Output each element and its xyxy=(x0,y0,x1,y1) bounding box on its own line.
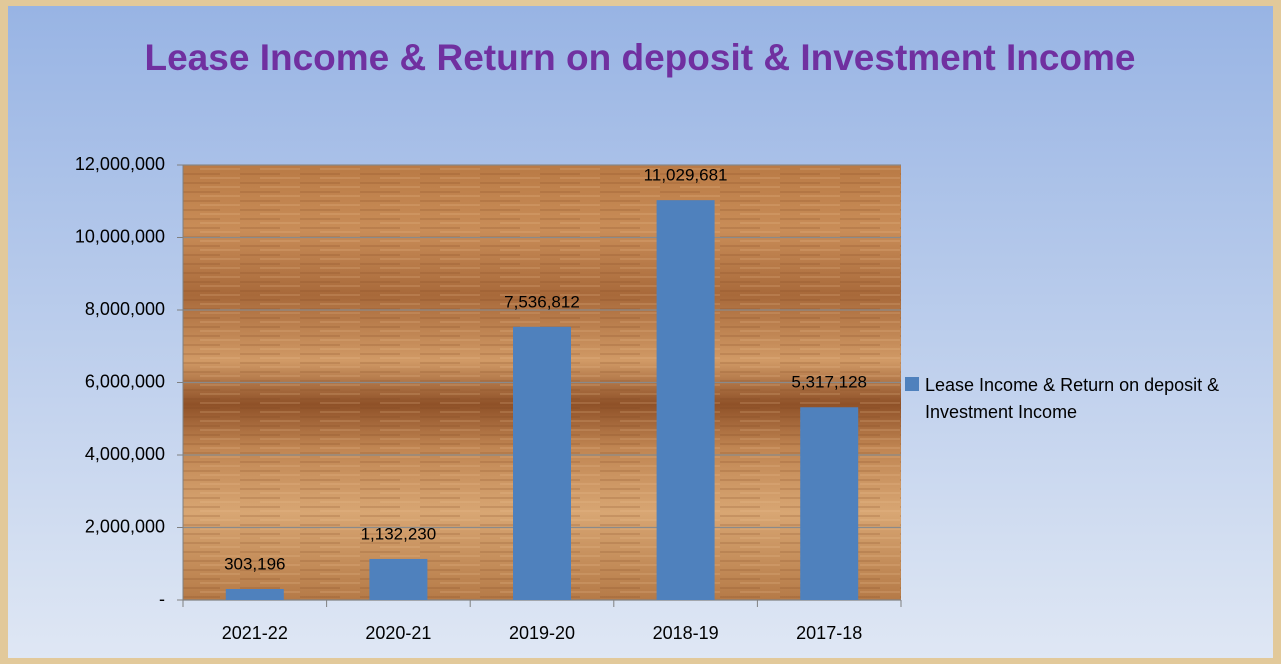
x-tick-label: 2020-21 xyxy=(365,623,431,643)
y-tick-label: 2,000,000 xyxy=(85,516,165,536)
x-tick-label: 2017-18 xyxy=(796,623,862,643)
bar xyxy=(513,326,571,600)
y-tick-label: 8,000,000 xyxy=(85,299,165,319)
data-label: 11,029,681 xyxy=(644,166,728,185)
data-label: 303,196 xyxy=(224,554,285,573)
legend-label: Lease Income & Return on deposit & Inves… xyxy=(925,375,1220,422)
y-tick-label: 12,000,000 xyxy=(75,154,165,174)
y-tick-label: 6,000,000 xyxy=(85,371,165,391)
y-tick-label: - xyxy=(159,589,165,609)
x-tick-label: 2019-20 xyxy=(509,623,575,643)
y-tick-label: 4,000,000 xyxy=(85,444,165,464)
data-label: 5,317,128 xyxy=(791,373,867,392)
data-label: 7,536,812 xyxy=(504,292,580,311)
bar xyxy=(800,407,859,600)
bar xyxy=(656,200,715,600)
chart-title: Lease Income & Return on deposit & Inves… xyxy=(144,37,1136,78)
bar xyxy=(225,589,284,600)
x-tick-label: 2018-19 xyxy=(653,623,719,643)
data-label: 1,132,230 xyxy=(361,524,437,543)
legend-key xyxy=(905,377,919,391)
y-tick-label: 10,000,000 xyxy=(75,226,165,246)
bar xyxy=(369,558,428,600)
x-tick-label: 2021-22 xyxy=(222,623,288,643)
